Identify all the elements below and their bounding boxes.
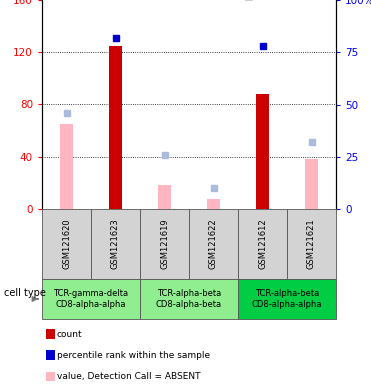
Bar: [140, 209, 189, 279]
Text: GSM121612: GSM121612: [258, 218, 267, 269]
Text: percentile rank within the sample: percentile rank within the sample: [57, 351, 210, 360]
Text: GSM121621: GSM121621: [307, 218, 316, 269]
Bar: [42, 279, 140, 319]
Text: TCR-alpha-beta
CD8-alpha-beta: TCR-alpha-beta CD8-alpha-beta: [156, 289, 222, 309]
Bar: [158, 185, 171, 209]
Bar: [140, 279, 238, 319]
Text: count: count: [57, 330, 82, 339]
Text: GSM121622: GSM121622: [209, 218, 218, 269]
Text: value, Detection Call = ABSENT: value, Detection Call = ABSENT: [57, 372, 200, 381]
Bar: [109, 46, 122, 209]
Bar: [60, 124, 73, 209]
Bar: [42, 209, 91, 279]
Text: GSM121619: GSM121619: [160, 218, 169, 269]
Bar: [207, 199, 220, 209]
Bar: [256, 94, 269, 209]
Text: GSM121620: GSM121620: [62, 218, 71, 269]
Text: cell type: cell type: [4, 288, 46, 298]
Bar: [91, 209, 140, 279]
Text: TCR-alpha-beta
CD8-alpha-alpha: TCR-alpha-beta CD8-alpha-alpha: [252, 289, 322, 309]
Bar: [238, 279, 336, 319]
Text: GSM121623: GSM121623: [111, 218, 120, 269]
Text: TCR-gamma-delta
CD8-alpha-alpha: TCR-gamma-delta CD8-alpha-alpha: [53, 289, 129, 309]
Bar: [238, 209, 287, 279]
Bar: [287, 209, 336, 279]
Bar: [189, 209, 238, 279]
Bar: [305, 159, 318, 209]
